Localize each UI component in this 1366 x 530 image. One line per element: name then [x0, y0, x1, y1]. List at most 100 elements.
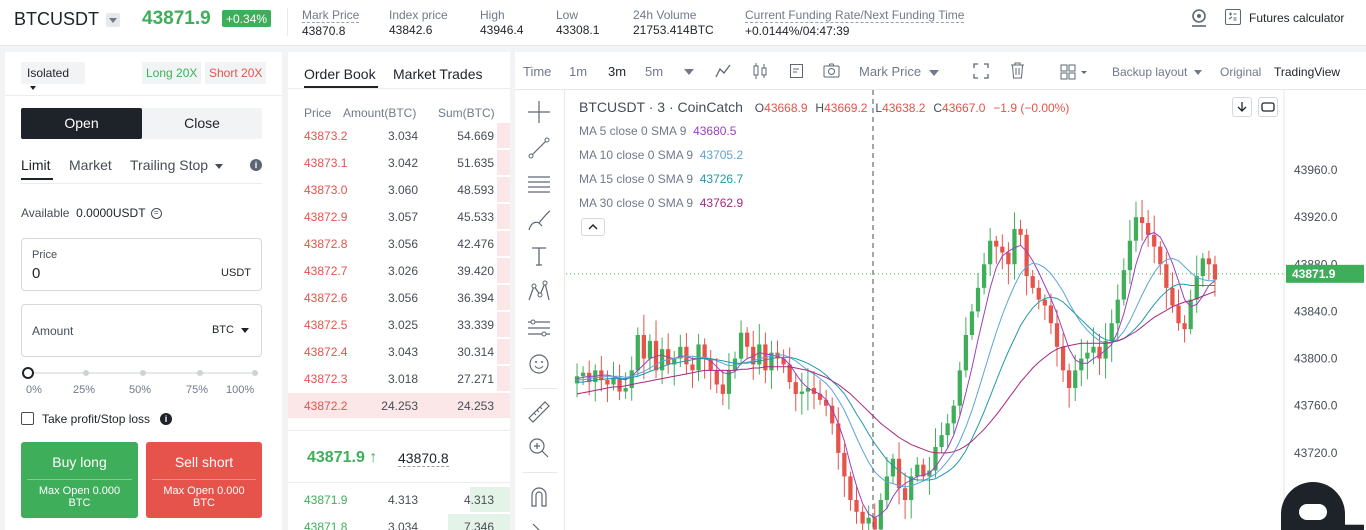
ma-legend-row[interactable]: MA 5 close 0 SMA 9 43680.5 — [579, 124, 737, 138]
scroll-down-button[interactable] — [1232, 97, 1252, 117]
order-form-panel: Isolated Long 20X Short 20X Open Close L… — [5, 52, 282, 530]
maximize-button[interactable] — [1258, 97, 1278, 117]
amount-field[interactable]: Amount BTC — [21, 304, 262, 357]
tab-open[interactable]: Open — [21, 108, 142, 139]
time-button[interactable]: Time — [523, 64, 552, 79]
price-field[interactable]: Price 0 USDT — [21, 238, 262, 291]
emoji-icon[interactable] — [525, 350, 553, 378]
tradingview-tab[interactable]: TradingView — [1274, 65, 1341, 79]
symbol-selector[interactable]: BTCUSDT — [14, 9, 120, 30]
intervals-dropdown-icon[interactable] — [684, 69, 694, 75]
bid-sum: 7.346 — [463, 520, 494, 530]
tpsl-checkbox[interactable] — [21, 412, 34, 425]
template-icon[interactable] — [789, 63, 805, 82]
ask-row[interactable]: 43872.7 3.026 39.420 — [288, 257, 510, 284]
header-divider — [287, 8, 288, 36]
interval-1m[interactable]: 1m — [569, 64, 588, 79]
ask-row[interactable]: 43873.0 3.060 48.593 — [288, 176, 510, 203]
amount-unit-select[interactable]: BTC — [212, 324, 249, 336]
ask-price: 43872.6 — [304, 291, 348, 305]
fullscreen-icon[interactable] — [973, 63, 989, 82]
tab-order-book[interactable]: Order Book — [304, 66, 376, 82]
slider-mark-label: 0% — [26, 384, 42, 396]
ask-row[interactable]: 43872.2 24.253 24.253 — [288, 392, 510, 419]
collapse-legend-button[interactable] — [581, 218, 605, 236]
magnet-icon[interactable] — [525, 482, 553, 510]
short-leverage-button[interactable]: Short 20X — [205, 62, 267, 84]
interval-3m[interactable]: 3m — [608, 64, 627, 79]
ma-legend-row[interactable]: MA 15 close 0 SMA 9 43726.7 — [579, 172, 744, 186]
prediction-icon[interactable] — [525, 314, 553, 342]
depth-bar — [496, 231, 510, 256]
tab-close[interactable]: Close — [184, 115, 220, 131]
sell-short-button[interactable]: Sell short Max Open 0.000 BTC — [146, 442, 262, 518]
price-input[interactable]: 0 — [32, 265, 41, 282]
candles-icon[interactable] — [752, 62, 768, 83]
margin-mode-select[interactable]: Isolated — [21, 62, 85, 90]
divider — [515, 89, 1366, 90]
slider-mark-dot — [252, 370, 258, 376]
backup-layout-select[interactable]: Backup layout — [1112, 65, 1202, 79]
bid-row[interactable]: 43871.8 3.034 7.346 — [288, 513, 510, 530]
bid-row[interactable]: 43871.9 4.313 4.313 — [288, 486, 510, 513]
ask-row[interactable]: 43872.9 3.057 45.533 — [288, 203, 510, 230]
candle-body — [672, 358, 677, 365]
ma-legend-row[interactable]: MA 30 close 0 SMA 9 43762.9 — [579, 196, 744, 210]
depth-bar — [496, 150, 510, 175]
location-icon[interactable] — [1188, 7, 1210, 29]
interval-5m[interactable]: 5m — [645, 64, 664, 79]
horizontal-lines-icon[interactable] — [525, 170, 553, 198]
lock-icon[interactable] — [525, 518, 553, 530]
brush-icon[interactable] — [525, 206, 553, 234]
info-icon[interactable]: i — [250, 159, 262, 171]
order-type-trailing-stop[interactable]: Trailing Stop — [130, 157, 223, 173]
open-close-toggle: Open Close — [21, 108, 262, 139]
transfer-icon[interactable]: = — [150, 208, 162, 220]
ask-row[interactable]: 43873.2 3.034 54.669 — [288, 122, 510, 149]
crosshair-icon[interactable] — [525, 98, 553, 126]
ask-row[interactable]: 43872.3 3.018 27.271 — [288, 365, 510, 392]
orderbook-mark-price: 43870.8 — [398, 450, 449, 467]
candle-body — [1176, 305, 1181, 324]
ask-row[interactable]: 43872.4 3.043 30.314 — [288, 338, 510, 365]
ruler-icon[interactable] — [525, 398, 553, 426]
info-icon[interactable]: i — [160, 413, 172, 425]
ask-row[interactable]: 43872.6 3.056 36.394 — [288, 284, 510, 311]
ask-row[interactable]: 43872.5 3.025 33.339 — [288, 311, 510, 338]
long-leverage-button[interactable]: Long 20X — [142, 62, 202, 84]
price-type-select[interactable]: Mark Price — [859, 64, 939, 79]
ask-amount: 3.034 — [387, 129, 418, 143]
pattern-icon[interactable] — [525, 278, 553, 306]
candle-body — [580, 372, 586, 377]
candlestick-chart[interactable]: 43960.043920.043880.043840.043800.043760… — [566, 90, 1366, 530]
chat-icon — [1299, 504, 1327, 520]
tab-market-trades[interactable]: Market Trades — [393, 66, 483, 82]
ma-legend-row[interactable]: MA 10 close 0 SMA 9 43705.2 — [579, 148, 744, 162]
stat-funding[interactable]: Current Funding Rate/Next Funding Time +0… — [745, 8, 965, 38]
orderbook-panel: Order Book Market Trades Price Amount(BT… — [288, 52, 510, 530]
buy-long-button[interactable]: Buy long Max Open 0.000 BTC — [21, 442, 138, 518]
chevron-down-icon — [105, 13, 120, 28]
order-type-market[interactable]: Market — [69, 157, 112, 173]
ask-sum: 39.420 — [457, 264, 494, 278]
support-chat-button[interactable] — [1281, 482, 1345, 530]
order-type-limit[interactable]: Limit — [21, 157, 51, 173]
amount-slider-thumb[interactable] — [22, 367, 34, 379]
text-icon[interactable] — [525, 242, 553, 270]
futures-calculator-link[interactable]: Futures calculator — [1249, 11, 1345, 25]
active-tab-underline — [21, 178, 53, 180]
ask-sum: 51.635 — [457, 156, 494, 170]
trash-icon[interactable] — [1010, 62, 1025, 82]
original-view-tab[interactable]: Original — [1220, 65, 1262, 79]
indicators-icon[interactable] — [715, 63, 731, 82]
candle-body — [1152, 234, 1157, 247]
ask-row[interactable]: 43873.1 3.042 51.635 — [288, 149, 510, 176]
ask-amount: 3.042 — [387, 156, 418, 170]
trendline-icon[interactable] — [525, 134, 553, 162]
ohlc-change: −1.9 (−0.00%) — [993, 101, 1070, 115]
ask-row[interactable]: 43872.8 3.056 42.476 — [288, 230, 510, 257]
zoom-in-icon[interactable] — [525, 434, 553, 462]
layout-grid-icon[interactable] — [1060, 64, 1088, 83]
ask-amount: 3.057 — [387, 210, 418, 224]
camera-icon[interactable] — [823, 63, 840, 81]
